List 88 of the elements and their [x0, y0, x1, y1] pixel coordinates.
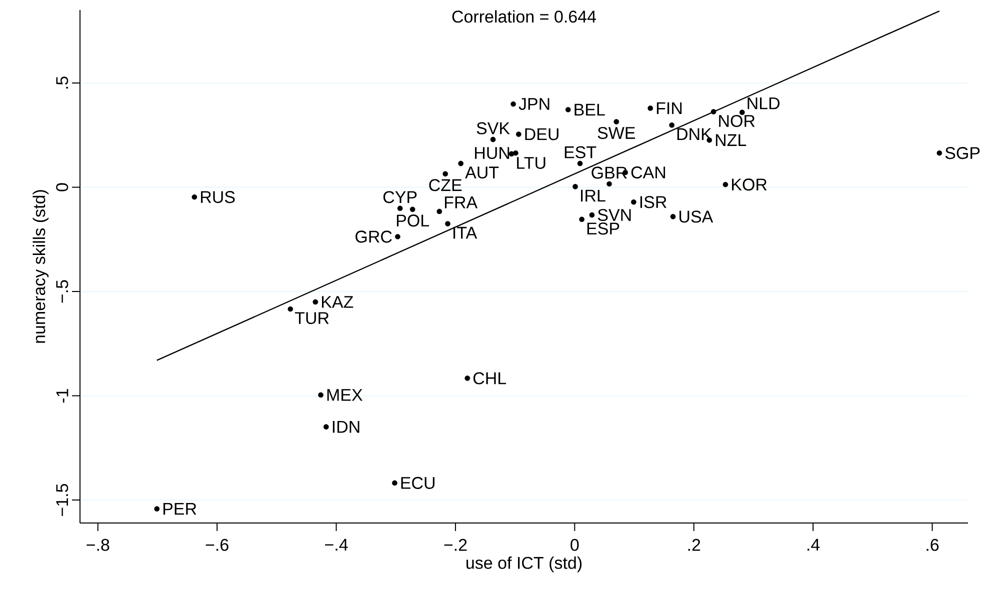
annotation: GRC [356, 230, 392, 243]
point [510, 101, 516, 107]
point [936, 150, 942, 156]
point [445, 221, 450, 226]
point [669, 122, 674, 128]
annotation: SGP [945, 147, 980, 160]
point [631, 199, 636, 205]
annotation: EST [564, 146, 596, 158]
annotation: IRL [581, 190, 606, 202]
point [410, 206, 416, 212]
annotation: RUS [201, 191, 235, 204]
annotation: DEU [525, 128, 558, 140]
x-tick-label: .4 [808, 538, 820, 551]
point [394, 234, 400, 240]
annotation: FRA [444, 196, 478, 208]
annotation: POL [396, 214, 430, 227]
point [579, 216, 584, 222]
x-tick-label: −.8 [86, 538, 110, 551]
point [154, 506, 160, 512]
point [572, 184, 578, 190]
point [589, 212, 595, 218]
point [288, 306, 294, 312]
annotation: ISR [640, 196, 666, 208]
point [458, 160, 464, 166]
annotation: USA [680, 210, 714, 223]
annotation: FIN [656, 102, 682, 114]
annotation: MEX [327, 389, 362, 401]
x-axis-title: use of ICT (std) [466, 556, 582, 572]
annotation: HUN [475, 147, 510, 159]
annotation: ESP [587, 222, 620, 235]
point [648, 106, 654, 111]
annotation: SVK [476, 122, 510, 134]
annotation: LTU [517, 157, 546, 169]
y-tick-label: −.5 [56, 280, 68, 303]
annotation: NOR [719, 114, 755, 127]
point [490, 136, 496, 142]
annotation: SVN [598, 208, 631, 222]
chart-title: Correlation = 0.644 [452, 10, 596, 23]
point [614, 119, 620, 124]
point [516, 132, 522, 137]
annotation: KOR [732, 178, 767, 191]
point [565, 107, 571, 112]
y-axis-title: numeracy skills (std) [32, 190, 49, 343]
annotation: CHL [473, 372, 506, 384]
x-tick-label: −.6 [206, 538, 228, 551]
annotation: NZL [716, 134, 746, 146]
annotation: KAZ [322, 296, 354, 308]
point [577, 160, 583, 166]
point [312, 299, 318, 305]
x-tick-label: −.2 [444, 538, 467, 551]
point [442, 171, 448, 177]
annotation: SWE [598, 126, 636, 140]
annotation: DNK [677, 128, 712, 140]
annotation: ECU [401, 476, 434, 489]
point [513, 150, 518, 156]
x-tick-label: .6 [926, 538, 939, 551]
point [739, 110, 745, 116]
annotation: BEL [574, 104, 605, 116]
point [464, 376, 470, 381]
annotation: CAN [631, 166, 666, 178]
annotation: ITA [453, 226, 478, 239]
point [323, 424, 329, 430]
x-tick-label: .2 [688, 538, 700, 551]
point [318, 392, 324, 398]
point [392, 480, 398, 486]
point [192, 194, 198, 200]
annotation: JPN [518, 98, 550, 110]
y-tick-label: 0 [56, 183, 68, 192]
annotation: TUR [294, 312, 329, 324]
annotation: CZE [429, 179, 462, 192]
point [670, 214, 676, 220]
annotation: PER [163, 502, 196, 515]
point [436, 208, 442, 214]
point [508, 151, 514, 157]
annotation: NLD [748, 97, 780, 110]
y-tick-label: −1.5 [56, 484, 68, 516]
y-tick-label: .5 [56, 76, 68, 89]
point [710, 109, 716, 114]
y-tick-label: -1 [56, 389, 68, 403]
x-tick-label: 0 [570, 538, 579, 551]
point [606, 181, 612, 187]
x-tick-label: −.4 [325, 538, 348, 551]
point [722, 182, 728, 188]
point [397, 206, 403, 211]
annotation: CYP [383, 191, 417, 204]
annotation: AUT [465, 166, 499, 179]
annotation: IDN [332, 421, 360, 433]
annotation: GBR [592, 166, 627, 179]
